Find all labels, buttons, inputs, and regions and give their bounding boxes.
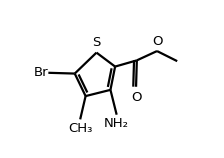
Text: S: S	[92, 36, 101, 49]
Text: O: O	[152, 35, 163, 48]
Text: O: O	[131, 91, 141, 104]
Text: NH₂: NH₂	[104, 117, 129, 130]
Text: Br: Br	[34, 66, 48, 79]
Text: CH₃: CH₃	[68, 122, 92, 135]
